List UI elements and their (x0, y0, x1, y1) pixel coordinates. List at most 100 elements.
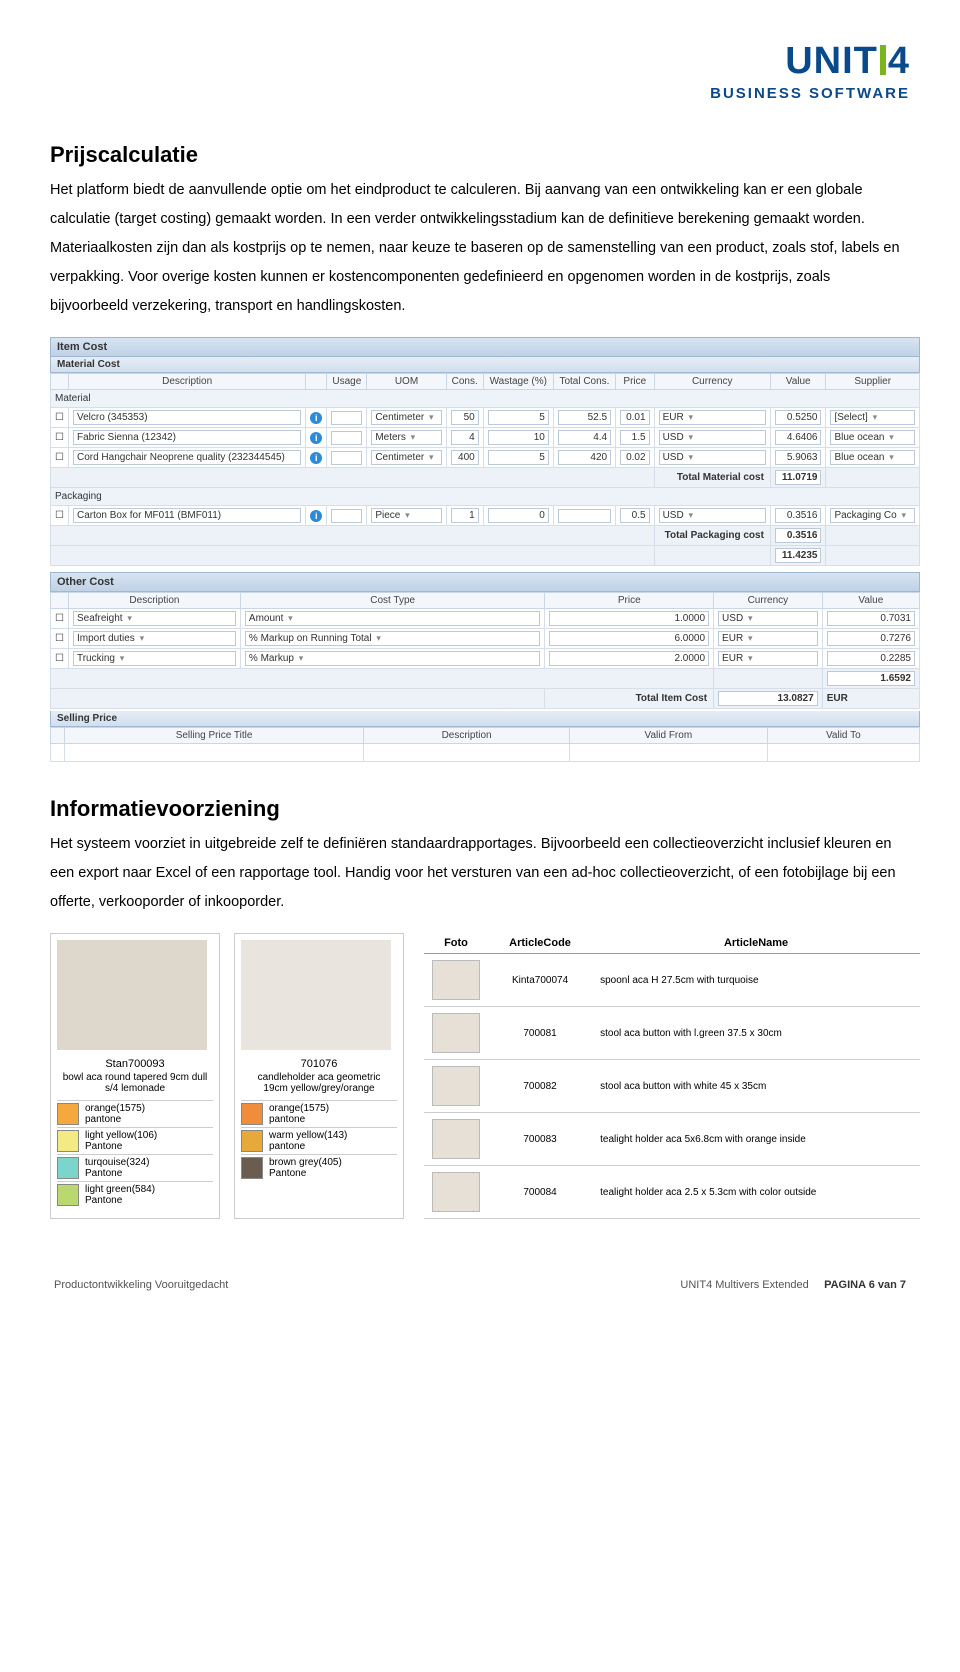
cell[interactable]: Import duties ▾ (73, 631, 236, 646)
cell[interactable]: 1.6592 (827, 671, 915, 686)
cell[interactable]: Fabric Sienna (12342) (73, 430, 301, 445)
cell[interactable]: Cord Hangchair Neoprene quality (2323445… (73, 450, 301, 465)
swatch-row: turqouise(324)Pantone (57, 1154, 213, 1181)
cell[interactable] (331, 509, 362, 523)
info-icon[interactable]: i (310, 412, 322, 424)
product-thumb (432, 1119, 480, 1159)
info-icon[interactable]: i (310, 510, 322, 522)
report-card: Stan700093bowl aca round tapered 9cm dul… (50, 933, 220, 1219)
swatch-row: orange(1575)pantone (57, 1100, 213, 1127)
cell[interactable]: [Select] ▾ (830, 410, 915, 425)
item-cost-panel: Item Cost Material Cost DescriptionUsage… (50, 337, 920, 762)
cell[interactable]: EUR ▾ (718, 651, 818, 666)
col-header (51, 593, 69, 609)
cell[interactable]: 4.4 (558, 430, 611, 445)
cell[interactable]: Amount ▾ (245, 611, 541, 626)
cell[interactable]: 1.0000 (549, 611, 709, 626)
article-name: tealight holder aca 5x6.8cm with orange … (592, 1113, 920, 1166)
report-row: 700081stool aca button with l.green 37.5… (424, 1007, 920, 1060)
info-icon[interactable]: i (310, 432, 322, 444)
cell[interactable]: 420 (558, 450, 611, 465)
cell[interactable]: 10 (488, 430, 549, 445)
cell[interactable] (331, 411, 362, 425)
col-header: Wastage (%) (483, 374, 553, 390)
row-checkbox[interactable]: ☐ (55, 613, 64, 624)
cell[interactable]: 0.5250 (775, 410, 822, 425)
cell[interactable]: % Markup ▾ (245, 651, 541, 666)
cell[interactable]: 5 (488, 450, 549, 465)
row-checkbox[interactable]: ☐ (55, 633, 64, 644)
cell[interactable]: 0.7276 (827, 631, 915, 646)
color-swatch (57, 1130, 79, 1152)
cell[interactable]: Seafreight ▾ (73, 611, 236, 626)
cell[interactable]: EUR ▾ (718, 631, 818, 646)
swatch-row: warm yellow(143)pantone (241, 1127, 397, 1154)
row-checkbox[interactable]: ☐ (55, 432, 64, 443)
article-code: 700082 (488, 1060, 592, 1113)
row-checkbox[interactable]: ☐ (55, 412, 64, 423)
selling-price-header: Selling Price (50, 711, 920, 727)
cell[interactable]: 1.5 (620, 430, 649, 445)
cell[interactable]: Centimeter ▾ (371, 450, 441, 465)
cell[interactable]: 6.0000 (549, 631, 709, 646)
cell[interactable] (558, 509, 611, 523)
cell[interactable]: 5.9063 (775, 450, 822, 465)
cell[interactable]: 0.7031 (827, 611, 915, 626)
cell[interactable]: Velcro (345353) (73, 410, 301, 425)
cell[interactable]: USD ▾ (659, 508, 766, 523)
cell[interactable]: Blue ocean ▾ (830, 430, 915, 445)
other-cost-table: DescriptionCost TypePriceCurrencyValue ☐… (50, 592, 920, 709)
col-header: Valid From (570, 728, 768, 744)
cell[interactable]: 52.5 (558, 410, 611, 425)
col-header (306, 374, 327, 390)
info-icon[interactable]: i (310, 452, 322, 464)
cell[interactable]: 2.0000 (549, 651, 709, 666)
report-right-table: FotoArticleCodeArticleName Kinta700074sp… (424, 933, 920, 1219)
cell[interactable]: EUR ▾ (659, 410, 766, 425)
cell[interactable]: Piece ▾ (371, 508, 441, 523)
cell[interactable]: 0.01 (620, 410, 649, 425)
cell[interactable]: 0 (488, 508, 549, 523)
row-checkbox[interactable]: ☐ (55, 452, 64, 463)
cell[interactable]: 4 (451, 430, 479, 445)
cell[interactable] (331, 431, 362, 445)
cell[interactable]: Meters ▾ (371, 430, 441, 445)
cell[interactable]: 0.3516 (775, 508, 822, 523)
cell[interactable]: 0.5 (620, 508, 649, 523)
row-checkbox[interactable]: ☐ (55, 653, 64, 664)
cell[interactable]: USD ▾ (718, 611, 818, 626)
cell[interactable]: Centimeter ▾ (371, 410, 441, 425)
cell[interactable]: 0.2285 (827, 651, 915, 666)
cell[interactable]: 13.0827 (718, 691, 818, 706)
cell[interactable]: 11.4235 (775, 548, 822, 563)
cell[interactable]: 5 (488, 410, 549, 425)
color-swatch (57, 1184, 79, 1206)
swatch-row: brown grey(405)Pantone (241, 1154, 397, 1181)
col-header: Total Cons. (553, 374, 615, 390)
product-thumb (432, 1172, 480, 1212)
cell[interactable] (331, 451, 362, 465)
material-cost-header: Material Cost (50, 357, 920, 373)
cell[interactable]: 400 (451, 450, 479, 465)
col-header: UOM (367, 374, 446, 390)
report-row: 700082stool aca button with white 45 x 3… (424, 1060, 920, 1113)
cell[interactable]: 11.0719 (775, 470, 822, 485)
cell[interactable]: USD ▾ (659, 450, 766, 465)
cell[interactable]: USD ▾ (659, 430, 766, 445)
logo-subtitle: BUSINESS SOFTWARE (50, 85, 910, 102)
cell[interactable]: Carton Box for MF011 (BMF011) (73, 508, 301, 523)
product-thumb (432, 1013, 480, 1053)
cell[interactable]: Blue ocean ▾ (830, 450, 915, 465)
cell[interactable]: Trucking ▾ (73, 651, 236, 666)
cell[interactable]: % Markup on Running Total ▾ (245, 631, 541, 646)
cell[interactable]: 50 (451, 410, 479, 425)
product-code: Stan700093 (57, 1056, 213, 1072)
col-header: Selling Price Title (65, 728, 364, 744)
cell[interactable]: 0.02 (620, 450, 649, 465)
cell[interactable]: 4.6406 (775, 430, 822, 445)
cell[interactable]: Packaging Co ▾ (830, 508, 915, 523)
row-checkbox[interactable]: ☐ (55, 510, 64, 521)
cell[interactable]: 1 (451, 508, 479, 523)
cell[interactable]: 0.3516 (775, 528, 822, 543)
footer-page: PAGINA 6 van 7 (824, 1279, 906, 1291)
